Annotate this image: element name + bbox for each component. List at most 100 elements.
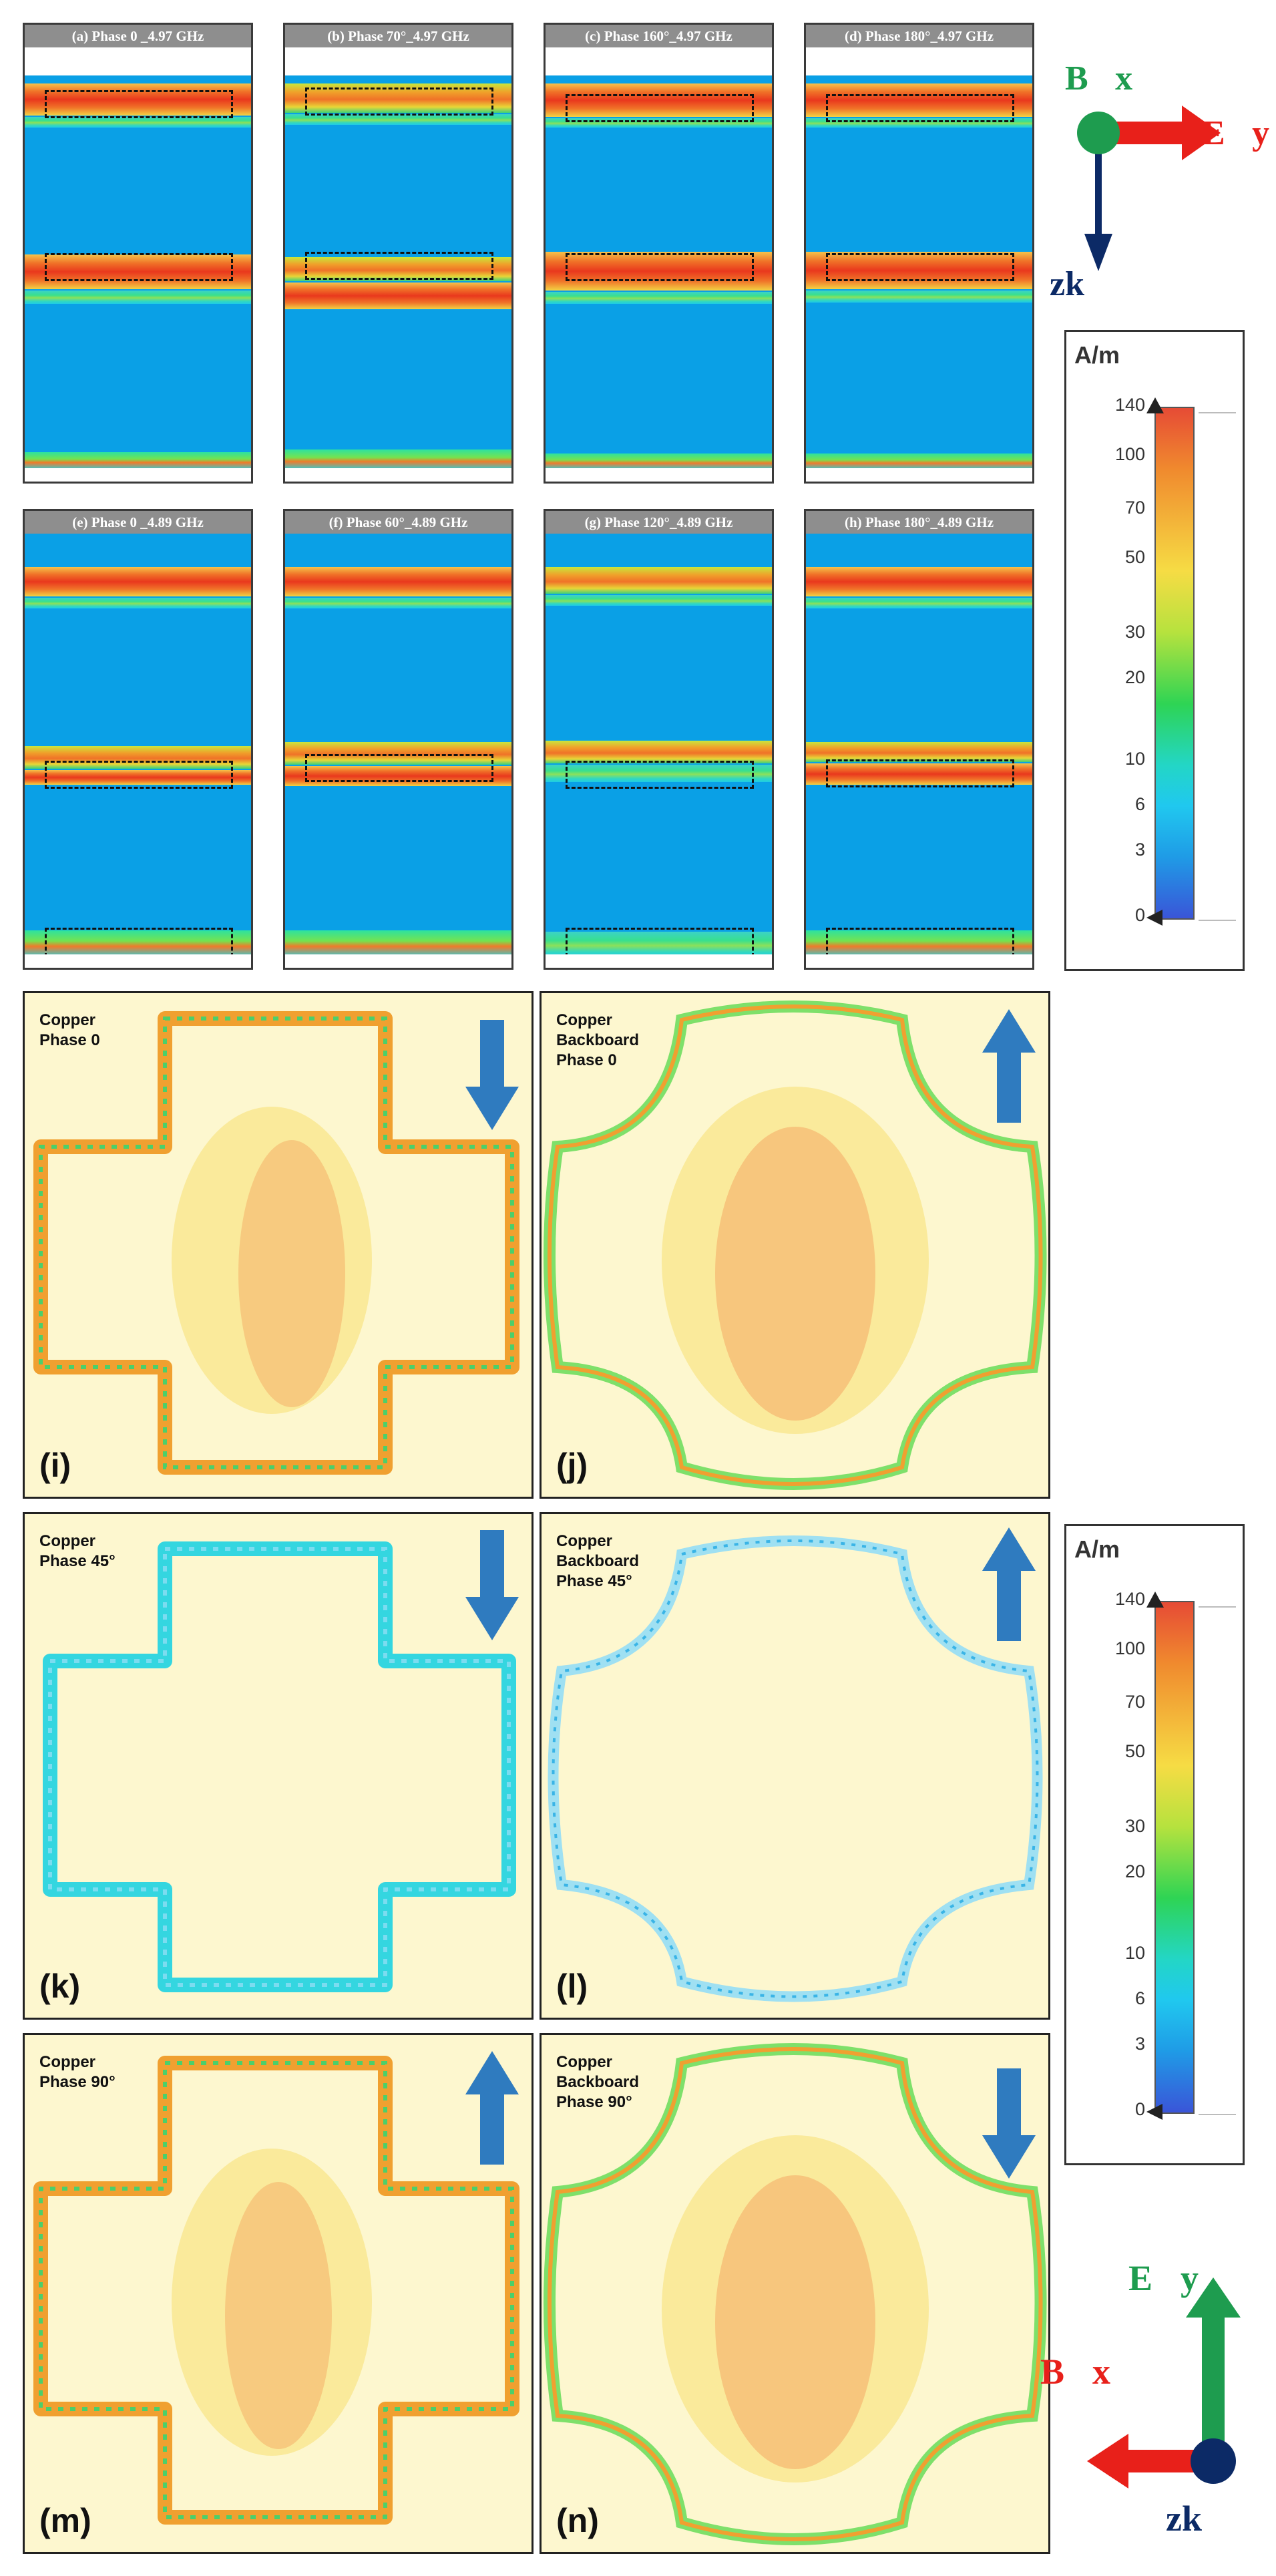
current-band — [806, 567, 1032, 596]
legend-tick: 10 — [1124, 1943, 1145, 1963]
current-panel-j: Copper Backboard Phase 0 (j) — [540, 991, 1050, 1499]
current-panel-n: Copper Backboard Phase 90° (n) — [540, 2033, 1050, 2554]
material-label: Copper — [39, 2053, 95, 2071]
white-margin — [25, 468, 251, 482]
panel-title: (h) Phase 180°_4.89 GHz — [806, 511, 1032, 534]
panel-label: Copper Backboard Phase 90° — [556, 2052, 639, 2112]
arrow-down-icon — [465, 1530, 519, 1640]
panel-title: (c) Phase 160°_4.97 GHz — [546, 25, 772, 47]
legend-tick: 100 — [1114, 444, 1145, 464]
phase-label: Phase 45° — [39, 1552, 116, 1570]
panel-title: (f) Phase 60°_4.89 GHz — [285, 511, 511, 534]
current-band — [546, 83, 772, 117]
panel-label: Copper Phase 45° — [39, 1531, 116, 1572]
y-axis-shaft — [1202, 2311, 1225, 2458]
backboard-patch — [544, 2043, 1047, 2545]
panel-letter: (j) — [556, 1447, 588, 1484]
highlight-box — [305, 252, 493, 280]
color-scale-bar — [1154, 1601, 1195, 2114]
panel-title: (a) Phase 0 _4.97 GHz — [25, 25, 251, 47]
legend-tick: 6 — [1134, 1988, 1145, 2008]
panel-title: (e) Phase 0 _4.89 GHz — [25, 511, 251, 534]
legend-tick: 3 — [1134, 2034, 1145, 2054]
legend-tick: 30 — [1124, 1816, 1145, 1836]
ey-label: E⃗y — [1128, 2258, 1199, 2298]
legend-tick: 10 — [1124, 749, 1145, 769]
white-margin — [546, 954, 772, 968]
y-axis-shaft — [1108, 122, 1195, 144]
layer-label: Backboard — [556, 2073, 640, 2091]
current-band — [25, 567, 251, 596]
arrow-down-icon — [465, 1020, 519, 1130]
current-band — [806, 930, 1032, 957]
legend-tick: 70 — [1124, 498, 1145, 518]
current-band — [25, 254, 251, 289]
highlight-box — [566, 761, 754, 789]
highlight-box — [45, 253, 233, 281]
current-band — [25, 930, 251, 957]
backboard-patch — [544, 1000, 1047, 1490]
panel-letter: (l) — [556, 1968, 588, 2005]
highlight-box — [826, 94, 1014, 122]
highlight-box — [45, 928, 233, 957]
current-panel-k: Copper Phase 45° (k) — [23, 1512, 534, 2020]
panel-label: Copper Backboard Phase 0 — [556, 1010, 639, 1071]
triangle-icon — [1146, 2104, 1162, 2120]
white-margin — [546, 468, 772, 482]
legend-unit: A/m — [1074, 1535, 1120, 1563]
white-margin — [546, 47, 772, 75]
z-axis-head — [1084, 234, 1112, 271]
current-panel-m: Copper Phase 90° (m) — [23, 2033, 534, 2554]
highlight-box — [566, 253, 754, 281]
current-band — [806, 291, 1032, 303]
phase-label: Phase 0 — [556, 1051, 617, 1069]
color-scale-bar — [1154, 407, 1195, 920]
arrow-up-icon — [465, 2051, 519, 2165]
current-band — [285, 283, 511, 309]
bx-label: B⃗x — [1040, 2352, 1111, 2392]
current-band — [546, 765, 772, 782]
current-band — [25, 117, 251, 128]
current-band — [285, 766, 511, 786]
legend-tick: 3 — [1134, 840, 1145, 860]
highlight-box — [826, 759, 1014, 787]
legend-tick: 0 — [1134, 905, 1145, 925]
highlight-box — [826, 253, 1014, 281]
current-band — [285, 598, 511, 608]
material-label: Copper — [556, 2053, 612, 2071]
current-band — [546, 567, 772, 594]
current-band — [25, 746, 251, 769]
backboard-patch — [548, 1535, 1043, 2002]
x-axis-head — [1087, 2434, 1128, 2489]
arrow-up-icon — [982, 1009, 1036, 1123]
material-label: Copper — [39, 1532, 95, 1550]
legend-tick: 50 — [1124, 1741, 1145, 1761]
current-band — [806, 83, 1032, 117]
panel-letter: (m) — [39, 2502, 91, 2539]
cross-patch — [33, 1011, 519, 1475]
legend-rule — [1199, 920, 1236, 921]
zk-label: zk⃗ — [1166, 2499, 1231, 2539]
current-band — [25, 83, 251, 116]
current-band — [546, 292, 772, 304]
current-band — [806, 598, 1032, 608]
panel-letter: (i) — [39, 1447, 71, 1484]
y-axis-head — [1186, 2277, 1241, 2318]
current-band — [25, 770, 251, 785]
field-panel-g: (g) Phase 120°_4.89 GHz — [544, 509, 774, 970]
white-margin — [285, 468, 511, 482]
field-panel-f: (f) Phase 60°_4.89 GHz — [283, 509, 513, 970]
highlight-box — [566, 928, 754, 957]
arrow-up-icon — [982, 1527, 1036, 1641]
white-margin — [25, 954, 251, 968]
current-band — [806, 453, 1032, 470]
highlight-box — [45, 90, 233, 118]
current-panel-l: Copper Backboard Phase 45° (l) — [540, 1512, 1050, 2020]
zk-label: zk⃗ — [1050, 265, 1112, 303]
material-label: Copper — [556, 1011, 612, 1029]
material-label: Copper — [556, 1532, 612, 1550]
current-band — [546, 741, 772, 763]
legend-tick: 20 — [1124, 1861, 1145, 1881]
white-margin — [25, 47, 251, 75]
field-panel-h: (h) Phase 180°_4.89 GHz — [804, 509, 1034, 970]
